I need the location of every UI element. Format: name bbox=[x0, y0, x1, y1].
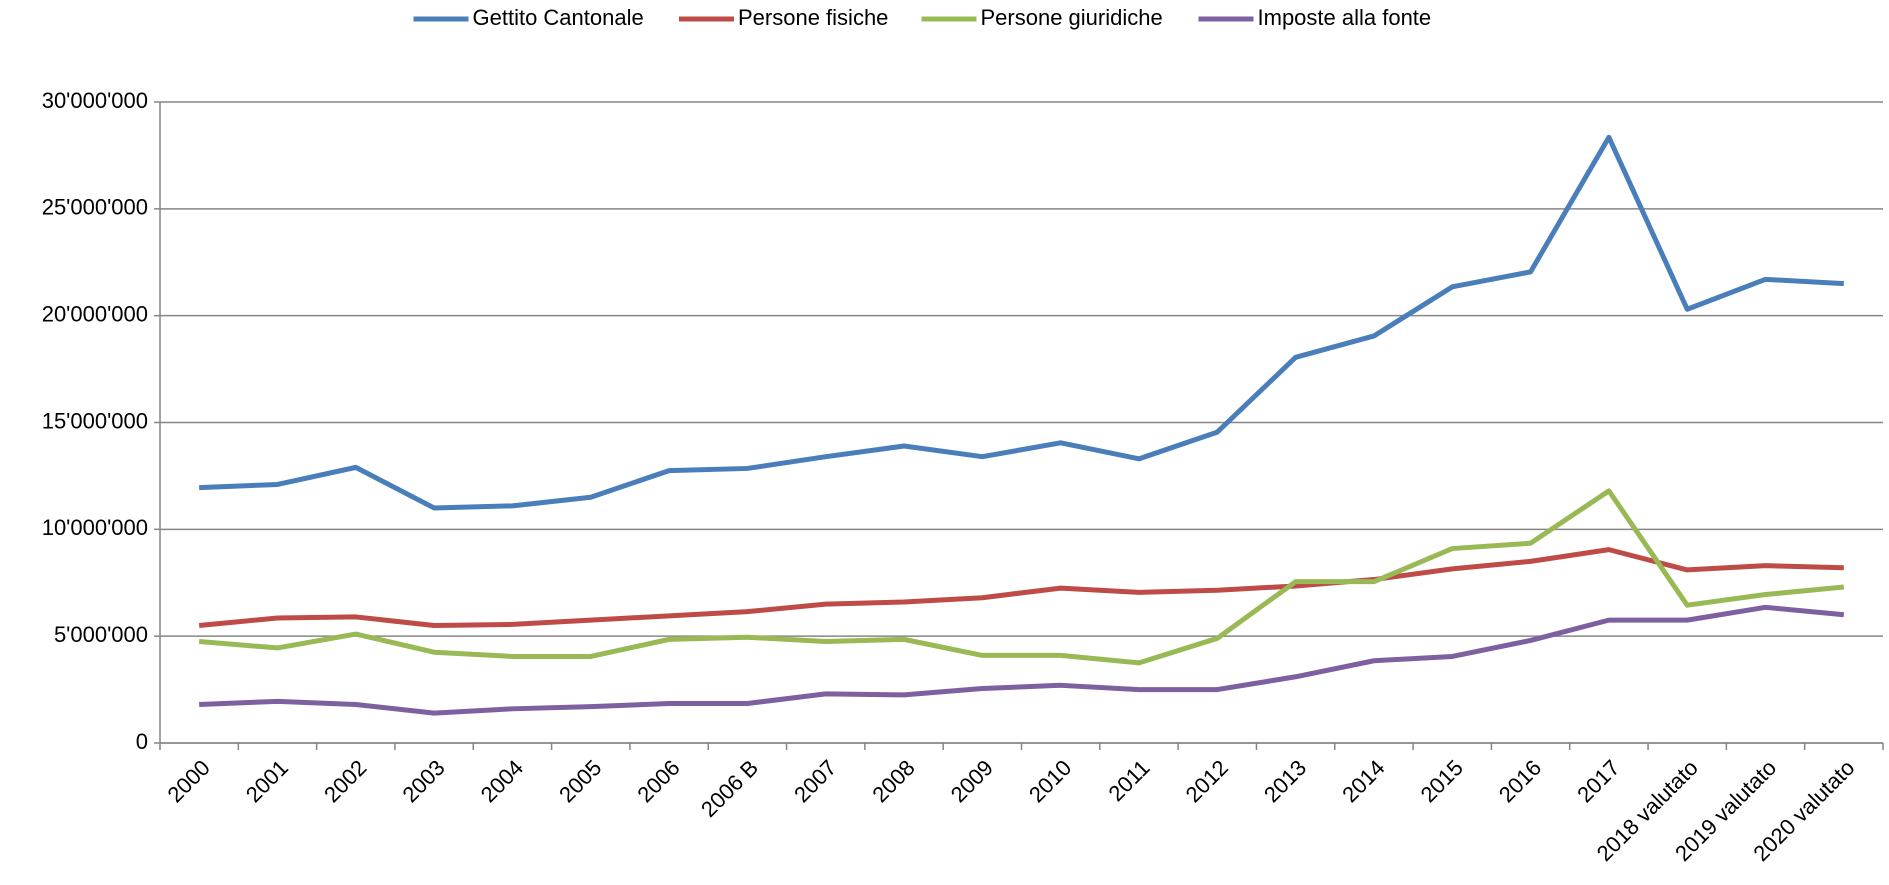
y-tick-label: 15'000'000 bbox=[42, 408, 148, 433]
legend-label: Persone giuridiche bbox=[981, 5, 1163, 30]
x-tick-label: 2005 bbox=[554, 755, 606, 807]
series-line bbox=[198, 488, 1845, 666]
x-tick-label: 2006 bbox=[632, 755, 684, 807]
x-tick-label: 2016 bbox=[1494, 755, 1546, 807]
series-line bbox=[199, 134, 1844, 511]
y-tick-label: 20'000'000 bbox=[42, 301, 148, 326]
x-tick-label: 2003 bbox=[397, 755, 449, 807]
y-tick-label: 25'000'000 bbox=[42, 195, 148, 220]
series-line bbox=[199, 604, 1845, 716]
x-tick-label: 2006 B bbox=[696, 755, 763, 822]
x-tick-label: 2009 bbox=[946, 755, 998, 807]
y-tick-label: 0 bbox=[136, 729, 148, 754]
legend-label: Persone fisiche bbox=[738, 5, 888, 30]
y-tick-label: 30'000'000 bbox=[42, 88, 148, 113]
x-tick-label: 2017 bbox=[1572, 755, 1624, 807]
x-tick-label: 2008 bbox=[867, 755, 919, 807]
x-tick-label: 2007 bbox=[789, 755, 841, 807]
x-tick-label: 2015 bbox=[1416, 755, 1468, 807]
x-tick-label: 2013 bbox=[1259, 755, 1311, 807]
x-tick-label: 2002 bbox=[319, 755, 371, 807]
legend-label: Imposte alla fonte bbox=[1258, 5, 1432, 30]
x-tick-label: 2010 bbox=[1024, 755, 1076, 807]
series-line bbox=[198, 547, 1844, 628]
y-tick-label: 10'000'000 bbox=[42, 515, 148, 540]
x-tick-label: 2014 bbox=[1337, 755, 1389, 807]
legend-label: Gettito Cantonale bbox=[473, 5, 644, 30]
x-tick-label: 2001 bbox=[241, 755, 293, 807]
x-tick-label: 2000 bbox=[163, 755, 215, 807]
x-tick-label: 2011 bbox=[1103, 755, 1154, 806]
x-tick-label: 2004 bbox=[476, 755, 528, 807]
x-tick-label: 2012 bbox=[1181, 755, 1233, 807]
y-tick-label: 5'000'000 bbox=[54, 622, 148, 647]
